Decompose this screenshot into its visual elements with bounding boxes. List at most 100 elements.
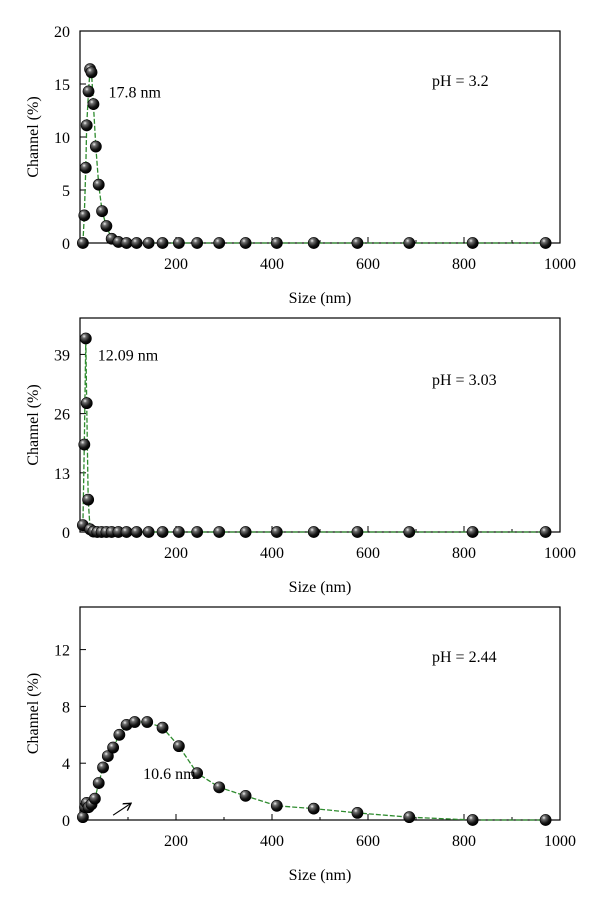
data-point — [172, 526, 185, 538]
x-tick-label: 400 — [260, 833, 284, 850]
data-point — [97, 761, 109, 774]
x-tick-label: 600 — [356, 833, 380, 850]
y-tick-label: 5 — [62, 183, 70, 200]
data-point — [120, 237, 133, 249]
x-axis-label: Size (nm) — [289, 867, 352, 884]
chart-panel-2: 200 400 600 800 1000 0 13 26 39 Size (nm) Channel … — [25, 317, 576, 596]
x-tick-label: 800 — [452, 256, 476, 273]
data-point — [270, 237, 283, 249]
data-point — [76, 811, 89, 824]
data-point — [79, 161, 92, 174]
data-point — [213, 526, 226, 538]
data-point — [351, 237, 364, 249]
y-tick-label: 39 — [54, 347, 70, 364]
data-point — [213, 781, 226, 794]
data-point — [82, 85, 95, 98]
data-point — [130, 237, 143, 249]
data-point — [191, 767, 204, 780]
data-point — [307, 802, 320, 815]
data-point — [141, 716, 154, 728]
y-tick-label: 0 — [62, 236, 70, 253]
data-point — [85, 66, 98, 79]
x-tick-label: 600 — [356, 256, 380, 273]
x-axis-label: Size (nm) — [289, 290, 352, 307]
data-point — [87, 98, 100, 111]
data-point — [270, 799, 283, 812]
y-tick-label: 8 — [62, 699, 70, 716]
y-tick-label: 0 — [62, 813, 70, 830]
data-point — [172, 237, 185, 249]
data-point — [239, 526, 252, 538]
data-point — [239, 237, 252, 249]
data-point — [142, 526, 155, 538]
x-tick-label: 200 — [164, 833, 188, 850]
y-tick-label: 20 — [54, 24, 70, 41]
data-point — [156, 526, 169, 538]
data-point — [89, 140, 102, 153]
data-point — [307, 526, 320, 538]
data-point — [78, 209, 91, 222]
plot-frame — [79, 606, 561, 821]
peak-annotation: 12.09 nm — [98, 347, 159, 364]
x-tick-label: 200 — [164, 256, 188, 273]
y-tick-label: 15 — [54, 77, 70, 94]
x-tick-label: 1000 — [544, 545, 576, 562]
data-point — [92, 777, 105, 789]
data-point — [466, 237, 479, 249]
data-point — [270, 526, 283, 538]
data-point — [80, 397, 93, 410]
data-point — [539, 237, 552, 249]
data-point — [113, 728, 126, 741]
peak-annotation: 17.8 nm — [109, 84, 162, 101]
data-point — [142, 237, 155, 249]
data-point — [120, 526, 133, 538]
data-point — [213, 237, 226, 249]
data-point — [101, 750, 114, 762]
data-point — [79, 332, 92, 345]
y-tick-label: 26 — [54, 407, 70, 424]
data-point — [191, 237, 204, 249]
data-point — [130, 526, 143, 538]
y-tick-label: 4 — [62, 756, 70, 773]
x-axis-label: Size (nm) — [289, 579, 352, 596]
data-point — [96, 205, 108, 218]
data-point — [351, 526, 364, 538]
x-tick-label: 800 — [452, 833, 476, 850]
data-point — [403, 526, 416, 538]
data-point — [307, 237, 320, 249]
data-point — [128, 716, 141, 728]
data-point — [92, 178, 105, 191]
data-point — [78, 438, 91, 451]
x-tick-label: 400 — [260, 256, 284, 273]
series-line — [82, 338, 546, 533]
chart-panel-3: 200 400 600 800 1000 0 4 8 12 Size (nm) Channel (%… — [25, 606, 576, 884]
data-point — [539, 814, 552, 826]
y-tick-label: 10 — [54, 130, 70, 147]
x-tick-label: 400 — [260, 545, 284, 562]
data-point — [172, 740, 185, 753]
data-point — [351, 807, 364, 819]
data-point — [100, 220, 113, 232]
data-point — [466, 814, 479, 826]
data-point — [156, 237, 169, 249]
data-point — [403, 811, 416, 824]
y-axis-label: Channel (%) — [25, 96, 42, 177]
plot-frame — [79, 30, 561, 244]
data-point — [107, 741, 120, 754]
data-point — [403, 237, 416, 249]
ph-condition-label: pH = 3.03 — [432, 372, 497, 389]
y-tick-label: 13 — [54, 466, 70, 483]
data-point — [76, 237, 89, 249]
data-point — [539, 526, 552, 538]
x-tick-label: 800 — [452, 545, 476, 562]
ph-condition-label: pH = 2.44 — [432, 649, 497, 666]
data-point — [88, 792, 101, 805]
x-tick-label: 1000 — [544, 256, 576, 273]
data-point — [82, 493, 95, 506]
data-point — [191, 526, 204, 538]
y-axis-label: Channel (%) — [25, 673, 42, 754]
y-axis-label: Channel (%) — [25, 384, 42, 465]
data-point — [80, 119, 93, 132]
chart-panel-1: 200 400 600 800 1000 0 5 10 15 20 Size (nm) Channel… — [25, 24, 576, 307]
